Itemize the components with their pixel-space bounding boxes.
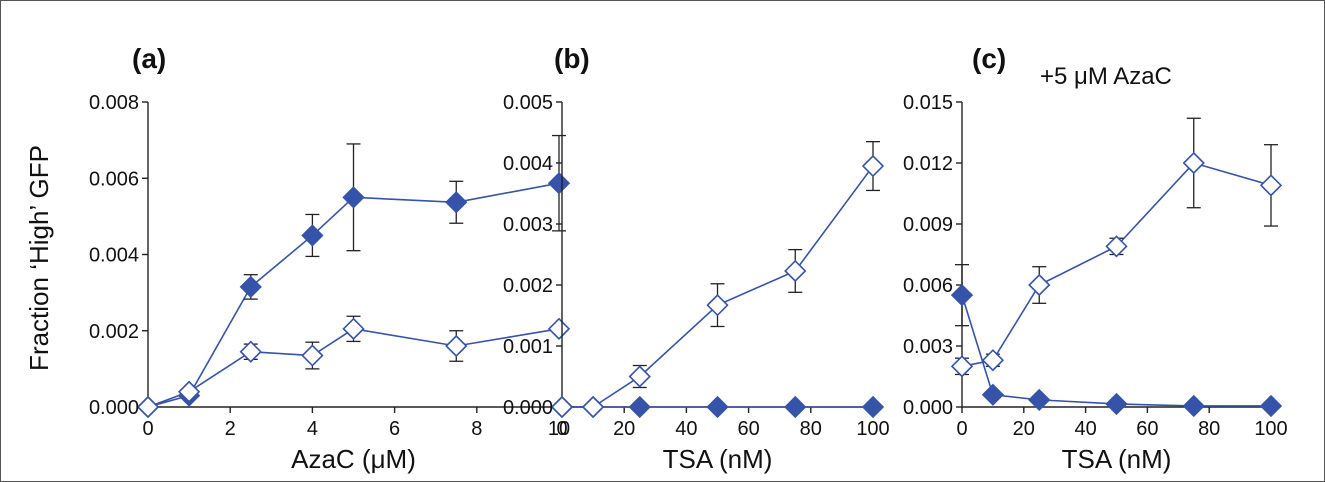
- x-tick-label: 4: [307, 418, 318, 440]
- x-tick-label: 6: [389, 418, 400, 440]
- data-point-open: [445, 334, 468, 358]
- data-point-filled: [950, 284, 974, 307]
- y-tick-label: 0.002: [503, 275, 553, 297]
- series-line: [961, 162, 1272, 368]
- data-point-open: [301, 344, 324, 367]
- y-tick-label: 0.003: [903, 336, 953, 358]
- data-point-filled: [342, 186, 365, 209]
- data-point-open: [706, 293, 729, 317]
- data-point-filled: [784, 395, 807, 419]
- data-point-filled: [445, 191, 468, 214]
- y-tick-label: 0.012: [903, 153, 953, 175]
- x-tick-label: 60: [737, 418, 759, 440]
- panel-label: (a): [132, 43, 166, 74]
- data-point-open: [136, 395, 160, 419]
- panel-b: [550, 101, 885, 419]
- y-tick-label: 0.015: [903, 92, 953, 114]
- x-axis-title: TSA (nM): [1062, 444, 1172, 474]
- y-tick-label: 0.003: [503, 214, 553, 236]
- x-axis-title: TSA (nM): [663, 444, 773, 474]
- data-point-filled: [301, 224, 324, 247]
- data-point-open: [784, 259, 807, 283]
- data-point-open: [342, 317, 365, 340]
- data-point-open: [547, 317, 571, 340]
- panel-label: (c): [972, 43, 1006, 74]
- x-tick-label: 0: [556, 418, 567, 440]
- x-tick-label: 100: [856, 418, 889, 440]
- y-tick-label: 0.004: [89, 245, 139, 267]
- data-point-filled: [1259, 394, 1283, 418]
- panel-label: (b): [554, 43, 590, 74]
- x-tick-label: 8: [471, 418, 482, 440]
- y-tick-label: 0.006: [903, 275, 953, 297]
- x-tick-label: 0: [956, 418, 967, 440]
- x-axis-title: AzaC (μM): [291, 444, 416, 474]
- x-tick-label: 0: [142, 418, 153, 440]
- data-point-open: [1259, 174, 1283, 197]
- x-tick-label: 20: [613, 418, 635, 440]
- panel-a: [136, 101, 571, 419]
- series-line: [961, 294, 1271, 407]
- x-tick-label: 100: [1254, 418, 1287, 440]
- data-point-open: [239, 340, 262, 363]
- x-tick-label: 40: [1074, 418, 1096, 440]
- x-tick-label: 10: [548, 418, 570, 440]
- data-point-open: [981, 349, 1005, 372]
- y-tick-label: 0.000: [503, 397, 553, 419]
- data-point-open: [177, 380, 201, 403]
- data-point-open: [628, 365, 651, 388]
- data-point-filled: [861, 395, 885, 419]
- y-tick-label: 0.001: [503, 336, 553, 358]
- y-tick-label: 0.000: [903, 397, 953, 419]
- data-point-open: [581, 395, 605, 419]
- data-point-filled: [1182, 394, 1205, 418]
- data-point-open: [1028, 273, 1051, 297]
- y-tick-label: 0.006: [89, 168, 139, 190]
- data-point-filled: [239, 275, 262, 299]
- data-point-open: [1182, 151, 1205, 175]
- y-tick-label: 0.004: [503, 153, 553, 175]
- data-point-open: [861, 154, 885, 178]
- y-tick-label: 0.005: [503, 92, 553, 114]
- y-axis-title: Fraction ‘High’ GFP: [24, 145, 54, 371]
- data-point-filled: [981, 383, 1005, 406]
- data-point-filled: [1105, 392, 1128, 416]
- data-point-filled: [1028, 388, 1051, 412]
- panel-c: [950, 101, 1283, 418]
- y-tick-label: 0.000: [89, 397, 139, 419]
- data-point-open: [550, 395, 574, 419]
- y-tick-label: 0.008: [89, 92, 139, 114]
- data-point-filled: [706, 395, 729, 419]
- data-point-open: [1105, 235, 1128, 258]
- y-tick-label: 0.009: [903, 214, 953, 236]
- y-tick-label: 0.002: [89, 321, 139, 343]
- x-tick-label: 20: [1013, 418, 1035, 440]
- x-tick-label: 60: [1136, 418, 1158, 440]
- x-tick-label: 80: [800, 418, 822, 440]
- x-tick-label: 2: [225, 418, 236, 440]
- panel-annotation: +5 μM AzaC: [1040, 63, 1172, 90]
- x-tick-label: 80: [1198, 418, 1220, 440]
- data-point-filled: [628, 395, 651, 419]
- data-point-open: [950, 355, 974, 378]
- data-point-filled: [547, 172, 571, 195]
- x-tick-label: 40: [675, 418, 697, 440]
